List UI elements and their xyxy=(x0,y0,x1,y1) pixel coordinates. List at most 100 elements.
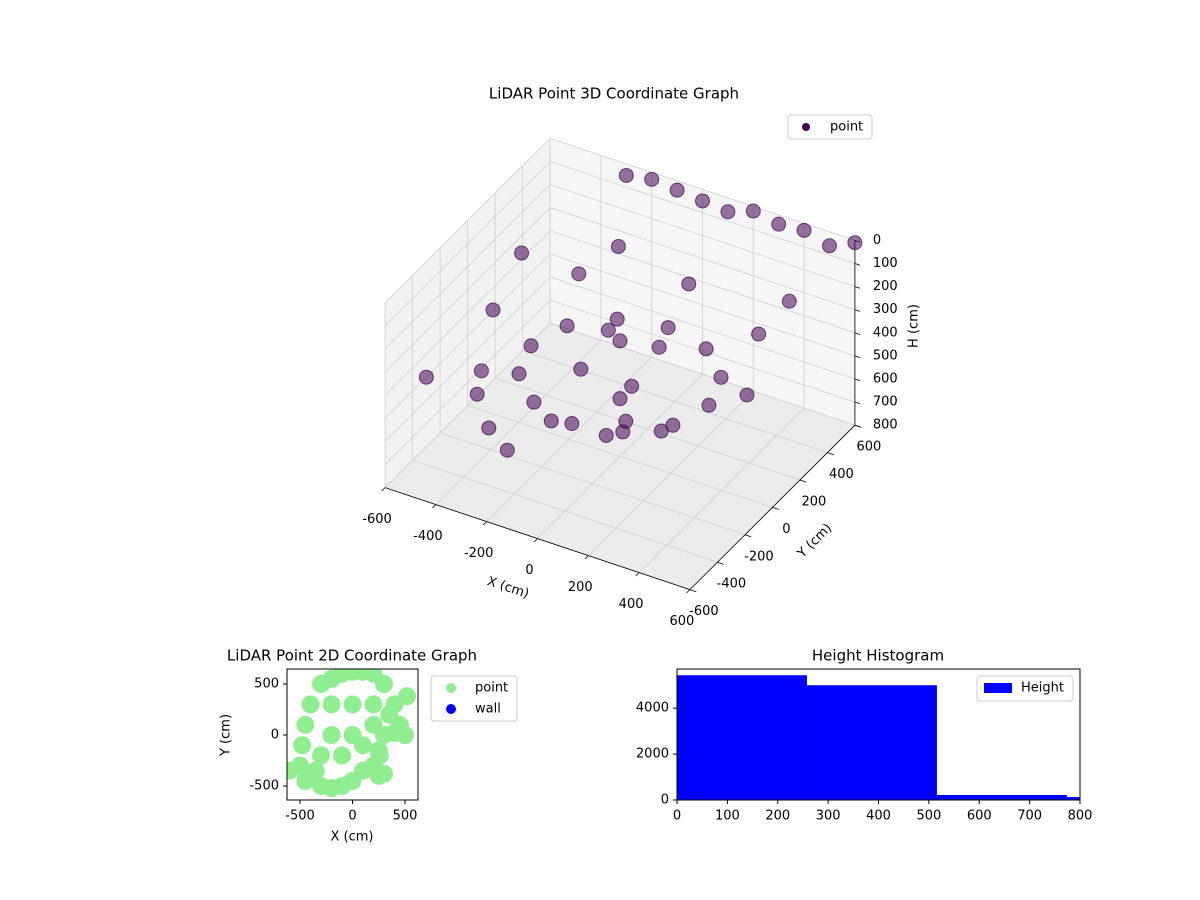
bar xyxy=(936,795,1067,800)
tick-mark xyxy=(854,286,861,289)
grid-line xyxy=(494,377,801,481)
grid-line xyxy=(384,207,551,373)
grid-line xyxy=(384,161,551,327)
point xyxy=(511,366,527,382)
point xyxy=(322,695,341,714)
z-axis-label: H (cm) xyxy=(907,304,922,348)
point xyxy=(681,276,697,292)
x-tick-label: 200 xyxy=(568,580,593,595)
legend-marker xyxy=(802,123,810,131)
point xyxy=(293,736,312,755)
legend-box xyxy=(787,114,873,140)
y-tick-label: -200 xyxy=(744,549,774,564)
point xyxy=(364,695,383,714)
x-tick-label: -600 xyxy=(362,512,392,527)
point xyxy=(669,182,685,198)
point xyxy=(370,746,389,765)
point xyxy=(374,674,393,693)
point xyxy=(618,167,634,183)
x-tick-label: -500 xyxy=(285,809,315,824)
point xyxy=(287,761,299,780)
y-tick-label: 0 xyxy=(271,728,279,743)
bar xyxy=(677,675,807,800)
point xyxy=(485,302,501,318)
x-tick-label: -400 xyxy=(413,529,443,544)
grid-line xyxy=(522,350,828,453)
x-tick-label: 400 xyxy=(866,809,891,824)
z-tick-label: 500 xyxy=(873,348,898,363)
point xyxy=(559,318,575,334)
tick-mark xyxy=(854,263,861,266)
plot-area xyxy=(677,675,1080,800)
tick-mark xyxy=(854,378,861,382)
point xyxy=(364,715,383,734)
point xyxy=(847,235,863,251)
grid-line xyxy=(549,207,856,311)
point xyxy=(618,413,634,429)
tick-mark xyxy=(744,534,752,538)
y-tick-label: -500 xyxy=(249,779,279,794)
tick-mark xyxy=(689,589,697,593)
grid-line xyxy=(412,459,718,563)
tick-mark xyxy=(854,424,861,428)
y-tick-label: 4000 xyxy=(636,701,669,716)
point xyxy=(781,293,797,309)
legend-label: point xyxy=(830,120,863,135)
grid-line xyxy=(384,276,551,442)
point xyxy=(598,427,614,443)
point xyxy=(651,339,667,355)
x-tick-label: 500 xyxy=(916,809,941,824)
y-tick-label: 0 xyxy=(661,793,669,808)
point xyxy=(385,723,404,742)
point xyxy=(312,746,331,765)
chart-title: LiDAR Point 3D Coordinate Graph xyxy=(489,85,739,103)
z-tick-label: 400 xyxy=(873,325,898,340)
x-tick-label: -200 xyxy=(464,546,494,561)
tick-mark xyxy=(854,355,861,358)
point xyxy=(713,369,729,385)
bar xyxy=(806,685,937,800)
chart-title: Height Histogram xyxy=(812,647,944,665)
grid-line xyxy=(384,138,551,304)
grid-line xyxy=(549,184,856,287)
point xyxy=(306,761,325,780)
y-tick-label: -600 xyxy=(689,604,719,619)
point xyxy=(322,726,341,745)
z-tick-label: 800 xyxy=(873,418,898,433)
point xyxy=(644,171,660,187)
legend-marker xyxy=(984,683,1012,693)
point xyxy=(398,687,417,706)
point xyxy=(573,361,589,377)
grid-line xyxy=(549,276,856,380)
point xyxy=(612,391,628,407)
y-axis-line xyxy=(689,424,856,590)
grid-line xyxy=(384,299,551,465)
x-tick-label: 200 xyxy=(765,809,790,824)
point xyxy=(543,413,559,429)
point xyxy=(333,746,352,765)
z-tick-label: 700 xyxy=(873,395,898,410)
point xyxy=(374,764,393,783)
x-tick-label: 0 xyxy=(673,809,681,824)
y-tick-label: 500 xyxy=(254,676,279,691)
chart-title: LiDAR Point 2D Coordinate Graph xyxy=(227,647,477,665)
z-tick-label: 0 xyxy=(873,233,881,248)
point xyxy=(296,715,315,734)
grid-line xyxy=(384,322,551,488)
x-tick-label: 300 xyxy=(816,809,841,824)
tick-mark xyxy=(854,401,861,405)
point xyxy=(514,245,530,261)
legend-label: Height xyxy=(1021,681,1064,696)
grid-line xyxy=(549,161,856,264)
grid-line xyxy=(549,322,856,426)
tick-mark xyxy=(686,589,691,594)
tick-mark xyxy=(799,479,807,483)
tick-mark xyxy=(584,555,589,560)
tick-mark xyxy=(717,561,724,565)
tick-mark xyxy=(827,452,834,456)
tick-mark xyxy=(635,572,640,577)
point xyxy=(796,222,812,238)
point xyxy=(720,204,736,220)
point xyxy=(564,416,580,431)
